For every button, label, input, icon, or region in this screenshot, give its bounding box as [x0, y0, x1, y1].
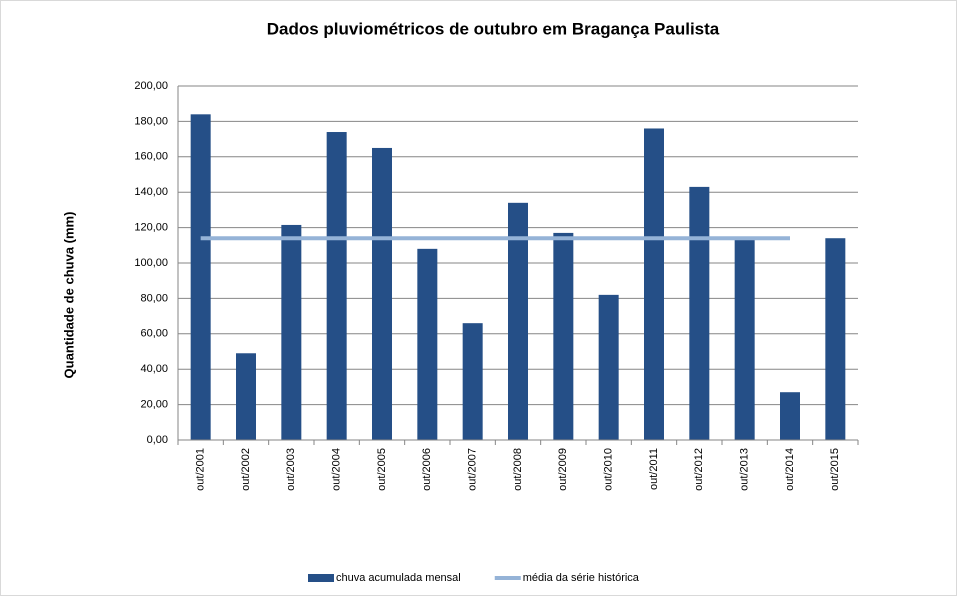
y-tick-label: 160,00: [134, 151, 168, 163]
x-tick-label: out/2013: [739, 448, 751, 491]
x-tick-label: out/2003: [285, 448, 297, 491]
y-tick-label: 80,00: [140, 292, 168, 304]
legend-label: média da série histórica: [523, 572, 640, 584]
bar: [780, 392, 800, 440]
x-tick-label: out/2010: [603, 448, 615, 491]
bar: [598, 294, 619, 440]
bar: [236, 353, 256, 440]
bar: [689, 186, 710, 440]
x-tick-label: out/2001: [195, 448, 207, 491]
legend-label: chuva acumulada mensal: [336, 572, 461, 584]
x-tick-label: out/2005: [376, 448, 388, 491]
x-tick-label: out/2008: [512, 448, 524, 491]
x-tick-label: out/2014: [784, 448, 796, 491]
bar: [326, 132, 347, 440]
y-tick-label: 200,00: [134, 80, 168, 92]
x-tick-label: out/2006: [421, 448, 433, 491]
bar: [508, 202, 528, 440]
x-tick-label: out/2015: [829, 448, 841, 491]
x-tick-label: out/2011: [648, 448, 660, 490]
x-tick-label: out/2009: [557, 448, 569, 491]
y-tick-label: 100,00: [134, 257, 168, 269]
bar: [734, 238, 755, 440]
y-tick-label: 120,00: [134, 222, 168, 234]
y-tick-label: 60,00: [140, 328, 168, 340]
legend-swatch: [308, 574, 334, 582]
x-tick-label: out/2012: [693, 448, 705, 491]
chart-title: Dados pluviométricos de outubro em Braga…: [267, 19, 720, 38]
bar: [644, 128, 664, 441]
bar: [462, 323, 483, 440]
y-tick-label: 20,00: [140, 399, 168, 411]
bar: [417, 248, 438, 440]
y-tick-label: 0,00: [147, 434, 168, 446]
bar: [372, 147, 392, 440]
x-tick-label: out/2002: [240, 448, 252, 491]
bar: [281, 224, 302, 440]
x-tick-label: out/2004: [331, 448, 343, 491]
x-tick-label: out/2007: [467, 448, 479, 491]
bar: [553, 232, 574, 440]
y-tick-label: 140,00: [134, 186, 168, 198]
bar: [825, 238, 846, 440]
y-tick-label: 180,00: [134, 115, 168, 127]
bar: [190, 114, 211, 440]
y-axis-title: Quantidade de chuva (mm): [61, 212, 76, 379]
y-tick-label: 40,00: [140, 363, 168, 375]
